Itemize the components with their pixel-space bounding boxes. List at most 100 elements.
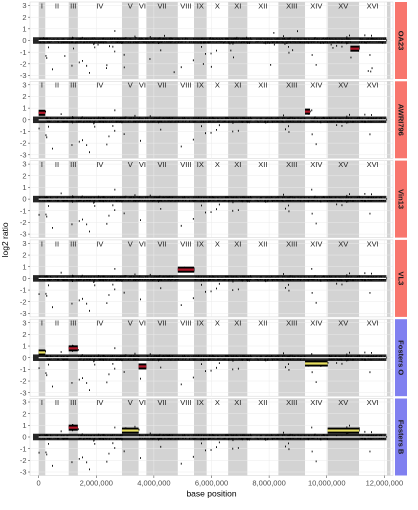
chromosome-label: II (55, 160, 59, 169)
y-tick-label: 2 (22, 409, 26, 418)
chromosome-label: VI (139, 1, 146, 10)
chromosome-label: IX (197, 398, 204, 407)
chromosome-label: XI (234, 1, 241, 10)
chromosome-label: IV (96, 1, 103, 10)
chromosome-label: XV (338, 239, 348, 248)
chromosome-label: I (41, 398, 43, 407)
y-tick-label: -1 (20, 365, 27, 374)
chromosome-label: II (55, 319, 59, 328)
y-tick-label: 3 (22, 318, 26, 327)
chromosome-label: XVI (367, 239, 379, 248)
y-tick-label: 0 (22, 274, 26, 283)
chromosome-label: I (41, 239, 43, 248)
chromosome-label: VII (157, 239, 166, 248)
y-tick-label: -3 (20, 150, 27, 159)
chromosome-label: X (215, 81, 220, 90)
y-tick-label: 0 (22, 115, 26, 124)
x-tick-label: 10,000,000 (308, 479, 346, 488)
chromosome-label: XIII (286, 239, 297, 248)
y-tick-label: 1 (22, 262, 26, 271)
chromosome-label: XI (234, 81, 241, 90)
chromosome-label: IV (96, 239, 103, 248)
chromosome-label: VII (157, 160, 166, 169)
chromosome-label: III (70, 239, 76, 248)
facet-panels: I II III IV V VI VII VIII IX X XI XII XIII XIV XV XVI-3… (20, 1, 407, 477)
y-tick-label: 0 (22, 195, 26, 204)
facet-strip (395, 319, 407, 397)
chromosome-label: VIII (180, 239, 191, 248)
chromosome-label: III (70, 398, 76, 407)
facet-panel: I II III IV V VI VII VIII IX X XI XII XIII XIV XV XVI-3… (20, 160, 407, 239)
chromosome-label: XII (258, 1, 267, 10)
chromosome-label: VIII (180, 81, 191, 90)
chromosome-label: XIV (310, 239, 322, 248)
chromosome-label: XII (258, 160, 267, 169)
chromosome-label: XIV (310, 319, 322, 328)
chromosome-label: XVI (367, 319, 379, 328)
chromosome-label: VII (157, 81, 166, 90)
x-axis: 0 2,000,000 4,000,000 6,000,000 8,000,000 10,… (37, 475, 404, 488)
y-tick-label: 1 (22, 183, 26, 192)
chromosome-label: VII (157, 319, 166, 328)
chromosome-label: XV (338, 160, 348, 169)
chromosome-label: IX (197, 319, 204, 328)
chromosome-label: XIV (310, 81, 322, 90)
chromosome-label: V (128, 160, 133, 169)
chromosome-label: II (55, 398, 59, 407)
chromosome-label: XVI (367, 398, 379, 407)
chromosome-label: XII (258, 398, 267, 407)
y-tick-label: 0 (22, 433, 26, 442)
chromosome-label: XIII (286, 398, 297, 407)
y-tick-label: -3 (20, 71, 27, 80)
chromosome-label: V (128, 81, 133, 90)
chromosome-label: V (128, 319, 133, 328)
x-axis-label: base position (186, 489, 236, 499)
y-tick-label: 0 (22, 353, 26, 362)
chromosome-label: XIV (310, 398, 322, 407)
chromosome-label: II (55, 1, 59, 10)
x-tick-label: 2,000,000 (80, 479, 113, 488)
y-tick-label: -1 (20, 127, 27, 136)
y-tick-label: 3 (22, 80, 26, 89)
y-tick-label: 2 (22, 171, 26, 180)
y-tick-label: 1 (22, 421, 26, 430)
facet-panel: I II III IV V VI VII VIII IX X XI XII XIII XIV XV XVI-3… (20, 239, 407, 318)
chromosome-label: IX (197, 1, 204, 10)
chromosome-label: XII (258, 239, 267, 248)
y-tick-label: -3 (20, 309, 27, 318)
chromosome-label: X (215, 319, 220, 328)
chromosome-label: VIII (180, 398, 191, 407)
chromosome-label: III (70, 160, 76, 169)
chromosome-label: XII (258, 319, 267, 328)
chromosome-label: IV (96, 398, 103, 407)
chromosome-label: XIII (286, 81, 297, 90)
y-tick-label: 2 (22, 330, 26, 339)
chromosome-label: VIII (180, 319, 191, 328)
chromosome-label: XV (338, 319, 348, 328)
chromosome-label: XI (234, 160, 241, 169)
facet-strip-label: Fosters B (397, 420, 406, 455)
chromosome-label: V (128, 398, 133, 407)
facet-strip-label: VL3 (397, 272, 406, 286)
chromosome-label: III (70, 81, 76, 90)
y-tick-label: 1 (22, 342, 26, 351)
y-tick-label: -2 (20, 139, 27, 148)
chromosome-label: X (215, 398, 220, 407)
chromosome-label: XI (234, 398, 241, 407)
facet-panel: I II III IV V VI VII VIII IX X XI XII XIII XIV XV XVI-3… (20, 80, 407, 159)
facet-strip (395, 398, 407, 476)
chromosome-label: VI (139, 81, 146, 90)
y-tick-label: -3 (20, 230, 27, 239)
facet-strip-label: Vin13 (397, 189, 406, 209)
chromosome-label: X (215, 160, 220, 169)
x-tick-label: 12,000,000 (366, 479, 404, 488)
y-tick-label: 3 (22, 1, 26, 10)
chromosome-label: XV (338, 1, 348, 10)
facet-strip (395, 239, 407, 317)
facet-strip (395, 81, 407, 159)
chromosome-label: VI (139, 239, 146, 248)
chromosome-label: XIII (286, 1, 297, 10)
y-tick-label: -2 (20, 297, 27, 306)
facet-panel: I II III IV V VI VII VIII IX X XI XII XIII XIV XV XVI-3… (20, 1, 407, 80)
chromosome-label: XVI (367, 160, 379, 169)
